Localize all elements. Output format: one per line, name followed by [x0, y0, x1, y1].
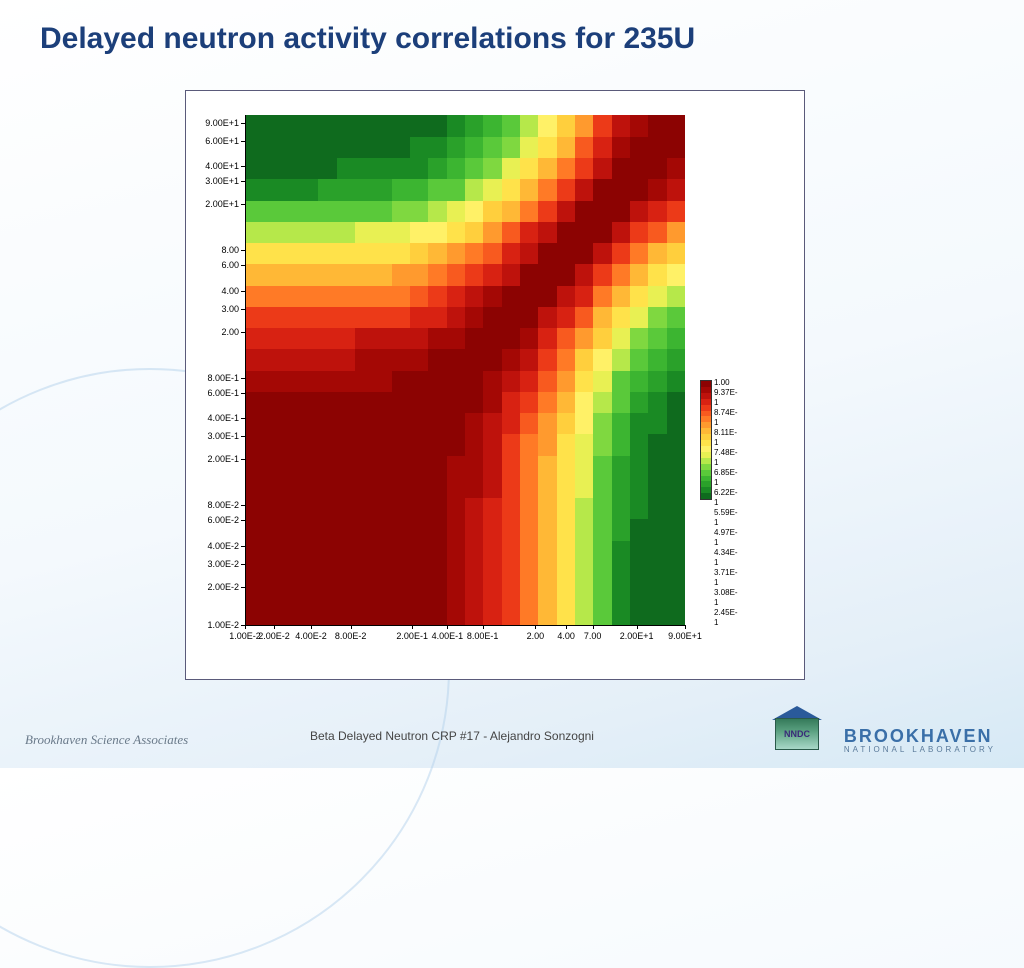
y-tick-label: 8.00E-1 [189, 373, 239, 383]
y-tick-label: 4.00E-2 [189, 541, 239, 551]
x-tick-label: 9.00E+1 [668, 631, 702, 641]
y-tick-label: 9.00E+1 [189, 118, 239, 128]
y-tick-label: 3.00E-1 [189, 431, 239, 441]
y-tick-label: 4.00E-1 [189, 413, 239, 423]
x-tick-label: 1.00E-2 [229, 631, 261, 641]
legend-tick-label: 8.11E-1 [714, 428, 738, 448]
color-legend: 1.009.37E-18.74E-18.11E-17.48E-16.85E-16… [700, 380, 712, 500]
associates-text: Brookhaven Science Associates [25, 732, 188, 748]
x-tick-label: 8.00E-2 [335, 631, 367, 641]
y-tick-label: 4.00E+1 [189, 161, 239, 171]
x-tick-label: 4.00E-1 [432, 631, 464, 641]
x-tick-label: 4.00E-2 [295, 631, 327, 641]
x-tick-label: 2.00E-1 [396, 631, 428, 641]
y-tick-label: 2.00E-1 [189, 454, 239, 464]
footer-caption: Beta Delayed Neutron CRP #17 - Alejandro… [310, 729, 594, 743]
lab-name: BROOKHAVEN [844, 727, 996, 745]
y-tick-label: 6.00 [189, 260, 239, 270]
y-tick-label: 4.00 [189, 286, 239, 296]
y-tick-label: 6.00E-2 [189, 515, 239, 525]
legend-tick-label: 4.34E-1 [714, 548, 738, 568]
legend-tick-label: 6.22E-1 [714, 488, 738, 508]
y-tick-label: 1.00E-2 [189, 620, 239, 630]
y-tick-label: 2.00E+1 [189, 199, 239, 209]
y-tick-label: 3.00E-2 [189, 559, 239, 569]
y-tick-label: 6.00E-1 [189, 388, 239, 398]
nndc-logo: NNDC [775, 718, 819, 750]
legend-tick-label: 4.97E-1 [714, 528, 738, 548]
legend-tick-label: 9.37E-1 [714, 388, 738, 408]
brookhaven-logo: BROOKHAVEN NATIONAL LABORATORY [844, 727, 996, 754]
y-tick-label: 8.00E-2 [189, 500, 239, 510]
x-tick-label: 2.00 [527, 631, 545, 641]
x-tick-label: 2.00E-2 [258, 631, 290, 641]
x-tick-label: 7.00 [584, 631, 602, 641]
x-tick-label: 2.00E+1 [620, 631, 654, 641]
legend-tick-label: 3.08E-1 [714, 588, 738, 608]
y-tick-label: 3.00 [189, 304, 239, 314]
lab-subtitle: NATIONAL LABORATORY [844, 745, 996, 754]
y-tick-label: 6.00E+1 [189, 136, 239, 146]
legend-tick-label: 2.45E-1 [714, 608, 738, 628]
legend-tick-label: 7.48E-1 [714, 448, 738, 468]
page-title: Delayed neutron activity correlations fo… [40, 22, 695, 56]
y-tick-label: 2.00E-2 [189, 582, 239, 592]
legend-tick-label: 6.85E-1 [714, 468, 738, 488]
x-tick-label: 4.00 [557, 631, 575, 641]
y-tick-label: 8.00 [189, 245, 239, 255]
correlation-heatmap: 1.00E-22.00E-23.00E-24.00E-26.00E-28.00E… [245, 115, 685, 625]
legend-tick-label: 8.74E-1 [714, 408, 738, 428]
legend-tick-label: 5.59E-1 [714, 508, 738, 528]
legend-tick-label: 3.71E-1 [714, 568, 738, 588]
y-tick-label: 2.00 [189, 327, 239, 337]
x-tick-label: 8.00E-1 [467, 631, 499, 641]
legend-tick-label: 1.00 [714, 378, 738, 388]
y-tick-label: 3.00E+1 [189, 176, 239, 186]
